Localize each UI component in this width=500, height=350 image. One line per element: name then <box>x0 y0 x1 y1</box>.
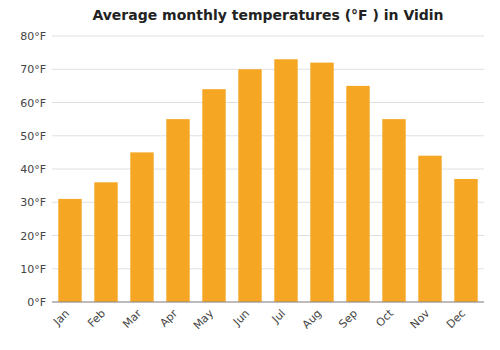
x-tick-label: Aug <box>300 307 324 331</box>
chart-container: Average monthly temperatures (°F ) in Vi… <box>0 0 500 350</box>
y-tick-label: 40°F <box>20 163 46 176</box>
bar <box>382 119 405 302</box>
x-tick-label: Feb <box>85 307 108 330</box>
y-tick-label: 50°F <box>20 130 46 143</box>
grid-line <box>52 102 484 103</box>
y-tick-label: 20°F <box>20 230 46 243</box>
bar <box>94 182 117 302</box>
bar <box>274 59 297 302</box>
bar <box>166 119 189 302</box>
bar <box>130 152 153 302</box>
x-tick-label: Dec <box>444 307 468 331</box>
chart-svg: Average monthly temperatures (°F ) in Vi… <box>0 0 500 350</box>
x-axis-line <box>52 302 484 303</box>
bar <box>346 86 369 302</box>
grid-line <box>52 36 484 37</box>
x-tick-label: Jul <box>269 307 288 326</box>
y-tick-label: 70°F <box>20 63 46 76</box>
bar <box>238 69 261 302</box>
x-tick-label: Mar <box>120 307 144 331</box>
y-tick-label: 80°F <box>20 30 46 43</box>
x-tick-label: Jan <box>50 307 72 329</box>
y-tick-label: 60°F <box>20 97 46 110</box>
grid <box>52 36 484 302</box>
x-tick-label: Jun <box>230 307 252 329</box>
bar <box>58 199 81 302</box>
x-tick-label: Oct <box>373 306 396 329</box>
x-tick-label: May <box>191 307 217 333</box>
grid-line <box>52 69 484 70</box>
bar <box>310 63 333 302</box>
grid-line <box>52 135 484 136</box>
grid-line <box>52 302 484 303</box>
bar <box>454 179 477 302</box>
x-tick-label: Apr <box>157 307 180 330</box>
x-tick-label: Sep <box>336 307 360 331</box>
y-tick-label: 30°F <box>20 196 46 209</box>
y-tick-label: 10°F <box>20 263 46 276</box>
x-tick-label: Nov <box>408 307 433 332</box>
y-tick-label: 0°F <box>27 296 46 309</box>
bars <box>58 59 477 302</box>
bar <box>202 89 225 302</box>
bar <box>418 156 441 302</box>
title: Average monthly temperatures (°F ) in Vi… <box>92 7 443 23</box>
